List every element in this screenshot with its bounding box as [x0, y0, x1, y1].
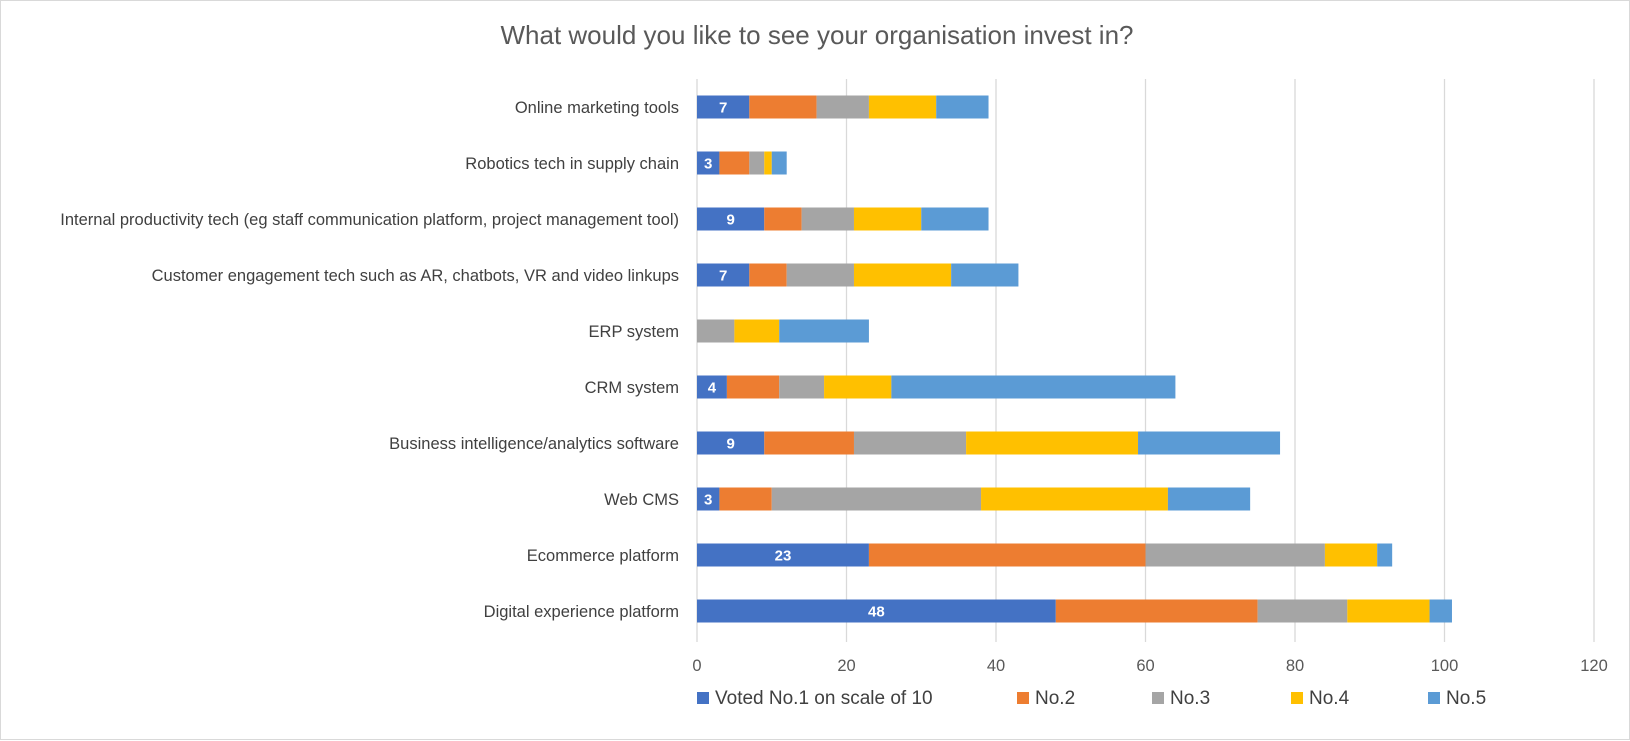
bar-segment-no-2-0	[749, 95, 817, 119]
legend-label: No.4	[1309, 688, 1350, 709]
legend-swatch-no-2	[1017, 692, 1029, 704]
bar-segment-no-2-3	[749, 263, 787, 287]
bar-segment-no-5-7	[1167, 487, 1251, 511]
category-label: Internal productivity tech (eg staff com…	[60, 211, 679, 229]
legend-swatch-voted-no-1-on-scale-of-10	[697, 692, 709, 704]
bar-segment-no-2-2	[764, 207, 802, 231]
x-tick-label: 100	[1431, 657, 1459, 675]
bar-segment-voted-no-1-on-scale-of-10-6	[697, 431, 765, 455]
bar-segment-no-2-9	[1055, 599, 1258, 623]
category-label: Digital experience platform	[484, 603, 679, 621]
bar-segment-no-4-3	[853, 263, 952, 287]
data-label: 3	[704, 492, 712, 509]
bar-segment-no-4-5	[824, 375, 892, 399]
bar-segment-no-4-2	[853, 207, 922, 231]
gridlines	[696, 79, 1595, 642]
data-label: 3	[704, 156, 712, 173]
bar-segment-no-5-5	[891, 375, 1176, 399]
bar-segment-no-2-5	[726, 375, 780, 399]
data-label: 4	[708, 380, 717, 397]
bar-segment-no-3-9	[1257, 599, 1348, 623]
bar-segment-no-4-4	[734, 319, 780, 343]
category-label: Ecommerce platform	[527, 547, 679, 565]
bar-segment-no-5-1	[771, 151, 787, 175]
bar-segment-voted-no-1-on-scale-of-10-2	[697, 207, 765, 231]
bar-segment-no-3-5	[779, 375, 825, 399]
category-label: ERP system	[589, 323, 679, 341]
data-label: 9	[726, 212, 734, 229]
bar-segment-voted-no-1-on-scale-of-10-3	[697, 263, 750, 287]
x-axis-ticks: 0 20 40 60 80 100 120	[692, 657, 1607, 675]
bars: 7 3 9 7 4 9 3 23 48	[697, 95, 1452, 623]
legend-swatch-no-4	[1291, 692, 1303, 704]
bar-segment-voted-no-1-on-scale-of-10-0	[697, 95, 750, 119]
bar-segment-no-5-4	[779, 319, 869, 343]
bar-segment-no-3-8	[1145, 543, 1325, 567]
bar-segment-no-5-6	[1138, 431, 1281, 455]
bar-segment-no-5-3	[951, 263, 1019, 287]
data-label: 23	[775, 548, 792, 565]
legend-label: No.2	[1035, 688, 1075, 709]
bar-segment-no-4-7	[981, 487, 1168, 511]
legend-swatch-no-3	[1152, 692, 1164, 704]
legend-label: Voted No.1 on scale of 10	[715, 688, 933, 709]
data-label: 48	[868, 604, 885, 621]
x-tick-label: 120	[1580, 657, 1608, 675]
category-label: Business intelligence/analytics software	[389, 435, 679, 453]
bar-segment-voted-no-1-on-scale-of-10-9	[697, 599, 1056, 623]
bar-segment-no-3-4	[697, 319, 735, 343]
x-tick-label: 20	[837, 657, 855, 675]
legend: Voted No.1 on scale of 10 No.2 No.3 No.4 No.…	[697, 688, 1486, 709]
bar-segment-no-3-7	[771, 487, 982, 511]
category-label: CRM system	[585, 379, 679, 397]
bar-segment-no-5-0	[936, 95, 989, 119]
bar-segment-no-4-0	[868, 95, 937, 119]
legend-label: No.3	[1170, 688, 1210, 709]
x-tick-label: 80	[1286, 657, 1304, 675]
bar-segment-no-3-0	[816, 95, 869, 119]
category-label: Online marketing tools	[515, 99, 679, 117]
x-tick-label: 0	[692, 657, 701, 675]
bar-segment-no-4-8	[1324, 543, 1378, 567]
x-tick-label: 60	[1136, 657, 1154, 675]
bar-segment-no-2-7	[719, 487, 772, 511]
bar-segment-voted-no-1-on-scale-of-10-1	[697, 151, 720, 175]
chart-title: What would you like to see your organisa…	[500, 20, 1133, 50]
bar-segment-no-3-1	[749, 151, 765, 175]
x-tick-label: 40	[987, 657, 1005, 675]
bar-segment-no-2-1	[719, 151, 750, 175]
bar-segment-voted-no-1-on-scale-of-10-5	[697, 375, 727, 399]
bar-segment-no-2-8	[868, 543, 1146, 567]
bar-segment-no-2-6	[764, 431, 854, 455]
bar-segment-voted-no-1-on-scale-of-10-8	[697, 543, 869, 567]
legend-swatch-no-5	[1428, 692, 1440, 704]
bar-segment-no-3-6	[853, 431, 967, 455]
data-label: 9	[726, 436, 734, 453]
bar-segment-no-3-3	[786, 263, 854, 287]
bar-segment-no-5-9	[1429, 599, 1452, 623]
category-labels: Online marketing tools Robotics tech in s…	[60, 99, 679, 621]
legend-label: No.5	[1446, 688, 1486, 709]
bar-segment-no-4-9	[1347, 599, 1430, 623]
bar-segment-voted-no-1-on-scale-of-10-7	[697, 487, 720, 511]
bar-segment-no-5-2	[921, 207, 989, 231]
bar-segment-no-4-6	[966, 431, 1139, 455]
data-label: 7	[719, 100, 727, 117]
bar-segment-no-5-8	[1377, 543, 1393, 567]
data-label: 7	[719, 268, 727, 285]
category-label: Robotics tech in supply chain	[465, 155, 679, 173]
bar-segment-no-3-2	[801, 207, 854, 231]
category-label: Web CMS	[604, 491, 679, 509]
bar-segment-no-4-1	[764, 151, 772, 175]
category-label: Customer engagement tech such as AR, cha…	[152, 267, 679, 285]
